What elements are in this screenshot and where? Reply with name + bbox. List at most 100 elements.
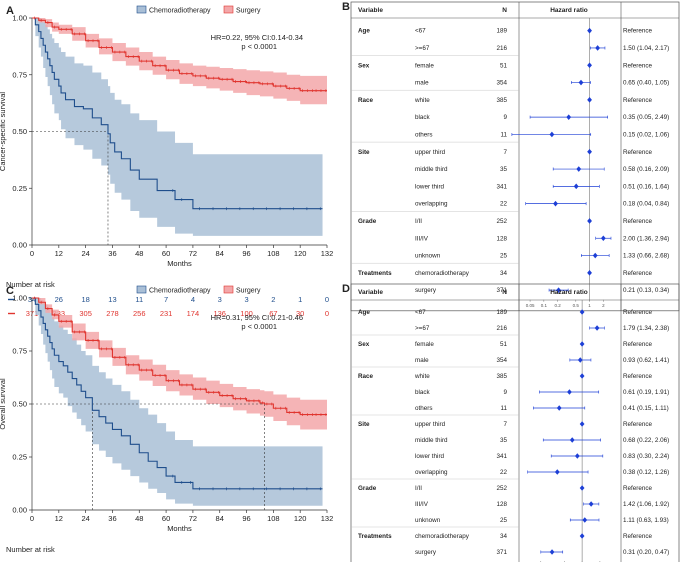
row-hr-ci: 1.79 (1.34, 2.38) <box>623 325 669 332</box>
panel-letter: D <box>342 283 350 295</box>
row-hr-ci: 0.51 (0.16, 1.64) <box>623 183 669 190</box>
variable-group-age: Age <box>358 309 370 316</box>
forest-x-tick-label: 0.2 <box>554 303 561 308</box>
row-hr-ci: 0.93 (0.62, 1.41) <box>623 357 669 364</box>
panel-letter: B <box>342 1 350 13</box>
risk-count: 0 <box>325 295 329 304</box>
variable-level: others <box>415 131 433 138</box>
risk-count: 34 <box>28 560 36 562</box>
x-tick-label: 36 <box>108 249 116 258</box>
hr-point <box>576 166 582 172</box>
risk-count: 278 <box>106 309 119 318</box>
hr-point <box>566 114 572 120</box>
row-n: 341 <box>496 183 507 190</box>
x-tick-label: 84 <box>216 249 224 258</box>
panel-letter: C <box>6 285 14 297</box>
variable-level: upper third <box>415 421 446 428</box>
risk-count: 231 <box>160 309 173 318</box>
legend-label-chemoradiotherapy: Chemoradiotherapy <box>149 288 211 295</box>
hr-point <box>595 45 601 51</box>
hr-point <box>549 131 555 138</box>
row-hr-ci: 0.18 (0.04, 0.84) <box>623 201 669 208</box>
row-n: 51 <box>500 62 508 69</box>
variable-level: unknown <box>415 253 441 260</box>
variable-level: III/IV <box>415 235 429 242</box>
variable-level: <67 <box>415 28 426 35</box>
row-n: 252 <box>496 218 507 225</box>
row-hr-ci: 0.65 (0.40, 1.05) <box>623 80 669 87</box>
row-hr-ci: 0.35 (0.05, 2.49) <box>623 114 669 121</box>
row-n: 354 <box>496 357 507 364</box>
legend-label-surgery: Surgery <box>236 8 261 15</box>
header-variable: Variable <box>358 7 383 14</box>
p-value-annotation: p < 0.0001 <box>241 42 277 51</box>
forest-frame <box>350 1 680 312</box>
risk-count: 256 <box>133 309 146 318</box>
x-tick-label: 96 <box>242 514 250 523</box>
row-hr-ci: Reference <box>623 485 653 492</box>
y-tick-label: 1.00 <box>12 14 27 23</box>
row-hr-ci: Reference <box>623 341 653 348</box>
row-n: 25 <box>500 517 508 524</box>
hr-point <box>588 501 594 507</box>
x-tick-label: 84 <box>216 514 224 523</box>
row-hr-ci: Reference <box>623 373 653 380</box>
row-hr-ci: 0.15 (0.02, 1.06) <box>623 131 669 138</box>
risk-count: 174 <box>187 309 200 318</box>
row-hr-ci: 1.11 (0.63, 1.93) <box>623 517 669 524</box>
forest-x-tick-label: 2 <box>602 303 605 308</box>
row-hr-ci: 0.68 (0.22, 2.06) <box>623 437 669 444</box>
hr-point <box>579 373 585 379</box>
variable-level: female <box>415 341 434 348</box>
row-n: 252 <box>496 485 507 492</box>
hr-point <box>579 341 585 347</box>
row-n: 189 <box>496 309 507 316</box>
variable-group-race: Race <box>358 373 374 380</box>
variable-group-grade: Grade <box>358 218 377 225</box>
hr-point <box>587 270 592 276</box>
row-n: 128 <box>496 501 507 508</box>
hr-point <box>592 252 598 259</box>
hr-point <box>556 287 561 293</box>
risk-count: 26 <box>55 560 63 562</box>
y-tick-label: 0.75 <box>12 347 27 356</box>
survival-curve-chemoradiotherapy <box>32 17 323 210</box>
panel-letter: A <box>6 5 14 17</box>
forest-x-tick-label: 1 <box>588 303 591 308</box>
row-hr-ci: 0.41 (0.15, 1.11) <box>623 405 669 412</box>
legend-key-surgery <box>223 5 234 14</box>
row-hr-ci: Reference <box>623 218 653 225</box>
header-variable: Variable <box>358 289 383 296</box>
variable-level: chemoradiotherapy <box>415 533 470 540</box>
x-axis-label: Months <box>167 524 192 533</box>
x-tick-label: 60 <box>162 249 170 258</box>
hr-point <box>594 325 600 331</box>
x-tick-label: 0 <box>30 514 34 523</box>
y-axis-label: Cancer-specific survival <box>0 92 7 172</box>
ci-band-surgery <box>32 298 327 430</box>
hr-point <box>579 421 585 427</box>
row-hr-ci: 0.61 (0.19, 1.91) <box>623 389 669 396</box>
variable-level: unknown <box>415 517 441 524</box>
row-n: 354 <box>496 80 507 87</box>
risk-count: 0 <box>325 560 329 562</box>
x-tick-label: 132 <box>321 514 334 523</box>
survival-curve-surgery <box>32 17 327 92</box>
risk-count: 11 <box>135 560 143 562</box>
row-n: 22 <box>500 201 508 208</box>
variable-group-grade: Grade <box>358 485 377 492</box>
row-hr-ci: Reference <box>623 309 653 316</box>
risk-count: 333 <box>53 309 66 318</box>
forest-x-tick-label: 0.5 <box>573 303 580 308</box>
row-hr-ci: 0.83 (0.30, 2.24) <box>623 453 669 460</box>
x-axis-label: Months <box>167 259 192 268</box>
risk-count: 305 <box>79 309 92 318</box>
hr-point <box>587 148 592 155</box>
hr-point <box>556 405 562 411</box>
row-hr-ci: Reference <box>623 533 653 540</box>
risk-count: 18 <box>81 295 89 304</box>
risk-count: 3 <box>244 560 248 562</box>
row-n: 189 <box>496 28 507 35</box>
